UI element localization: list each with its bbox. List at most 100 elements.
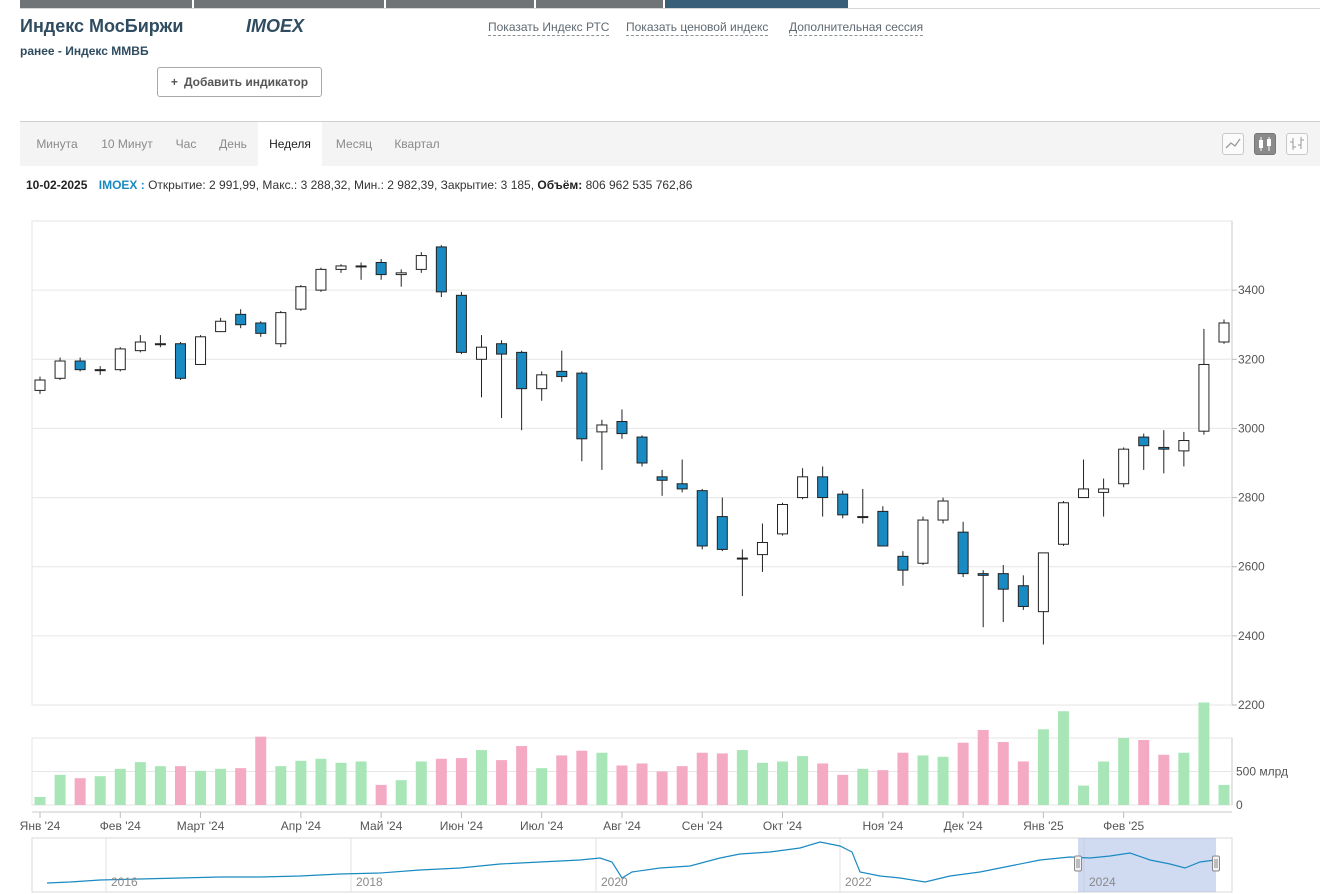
show-rts-index-link[interactable]: Показать Индекс РТС <box>488 20 610 36</box>
candle[interactable] <box>1158 430 1170 474</box>
volume-bar <box>375 784 387 805</box>
top-tab-2[interactable] <box>194 0 384 8</box>
candle[interactable] <box>716 497 728 552</box>
navigator-handle[interactable] <box>1212 855 1220 872</box>
candle[interactable] <box>496 340 508 419</box>
volume-bar <box>455 758 467 805</box>
candle[interactable] <box>74 357 86 372</box>
candle[interactable] <box>616 409 628 439</box>
candle[interactable] <box>114 347 126 372</box>
navigator-handle[interactable] <box>1074 855 1082 872</box>
candle[interactable] <box>556 350 568 382</box>
candle[interactable] <box>576 371 588 462</box>
tab-day[interactable]: День <box>219 137 247 151</box>
plus-icon: + <box>170 75 178 89</box>
candle[interactable] <box>1057 501 1069 546</box>
candle[interactable] <box>837 490 849 519</box>
top-tab-5[interactable] <box>665 0 848 8</box>
volume-bar <box>335 762 347 805</box>
candle[interactable] <box>1118 447 1130 488</box>
volume-bar <box>1118 738 1130 805</box>
top-tab-1[interactable] <box>20 0 192 8</box>
candle[interactable] <box>94 366 106 375</box>
candle[interactable] <box>656 469 668 496</box>
candle[interactable] <box>1017 575 1029 610</box>
candle[interactable] <box>857 488 869 524</box>
candle[interactable] <box>154 335 166 348</box>
candle[interactable] <box>997 564 1009 623</box>
candle[interactable] <box>877 506 889 547</box>
tab-month[interactable]: Месяц <box>335 137 373 151</box>
candle[interactable] <box>1078 459 1090 499</box>
candle[interactable] <box>696 488 708 550</box>
candle[interactable] <box>937 497 949 524</box>
candle[interactable] <box>54 357 66 381</box>
candle[interactable] <box>817 466 829 517</box>
candle[interactable] <box>1138 433 1150 470</box>
tab-minute[interactable]: Минута <box>36 137 78 151</box>
candle[interactable] <box>335 264 347 273</box>
navigator-year-label: 2016 <box>111 875 138 889</box>
candle[interactable] <box>315 267 327 292</box>
ohlc-bars-icon[interactable] <box>1286 133 1308 155</box>
candle-body <box>977 573 989 576</box>
time-tick-label: Июл '24 <box>520 819 564 833</box>
candle[interactable] <box>1037 552 1049 645</box>
candle[interactable] <box>1178 431 1190 467</box>
volume-bar <box>1198 702 1210 805</box>
candle[interactable] <box>215 317 227 333</box>
candle-body <box>1138 436 1150 447</box>
candle[interactable] <box>34 376 46 394</box>
candle-body <box>716 516 728 550</box>
candle[interactable] <box>395 269 407 287</box>
candle[interactable] <box>736 549 748 597</box>
candle[interactable] <box>435 245 447 298</box>
candle[interactable] <box>415 252 427 273</box>
candle[interactable] <box>1218 319 1230 344</box>
top-tab-4[interactable] <box>536 0 663 8</box>
candle[interactable] <box>455 291 467 355</box>
candle[interactable] <box>275 310 287 348</box>
candle[interactable] <box>475 335 487 398</box>
candle[interactable] <box>235 309 247 329</box>
tab-quarter[interactable]: Квартал <box>394 137 440 151</box>
top-tab-3[interactable] <box>386 0 534 8</box>
candle[interactable] <box>596 419 608 470</box>
candle[interactable] <box>1098 478 1110 517</box>
navigator[interactable]: 2016 2018 2020 2022 2024 <box>31 837 1233 893</box>
candle[interactable] <box>134 335 146 353</box>
candle[interactable] <box>195 335 207 365</box>
candle[interactable] <box>536 371 548 401</box>
candle[interactable] <box>516 350 528 431</box>
add-indicator-button[interactable]: + Добавить индикатор <box>157 67 322 97</box>
candle[interactable] <box>375 259 387 280</box>
candle[interactable] <box>174 342 186 381</box>
candlestick-icon[interactable] <box>1254 133 1276 155</box>
tab-week[interactable]: Неделя <box>258 122 322 166</box>
tab-hour[interactable]: Час <box>175 137 197 151</box>
volume-bar <box>255 736 267 805</box>
candle[interactable] <box>255 321 267 337</box>
line-chart-icon[interactable] <box>1222 133 1244 155</box>
volume-bar <box>977 729 989 805</box>
tab-10-minutes[interactable]: 10 Минут <box>101 137 153 151</box>
candle[interactable] <box>756 523 768 572</box>
candle[interactable] <box>777 502 789 536</box>
candle[interactable] <box>897 551 909 586</box>
candle[interactable] <box>917 516 929 565</box>
candles-layer[interactable] <box>34 245 1230 645</box>
time-tick-label: Янв '24 <box>20 819 61 833</box>
candle[interactable] <box>676 459 688 493</box>
candle[interactable] <box>295 284 307 311</box>
additional-session-link[interactable]: Дополнительная сессия <box>789 20 924 36</box>
candle[interactable] <box>355 262 367 280</box>
candle[interactable] <box>977 570 989 628</box>
candle[interactable] <box>797 468 809 500</box>
volume-bar <box>415 761 427 805</box>
show-price-index-link[interactable]: Показать ценовой индекс <box>626 20 769 36</box>
candle[interactable] <box>957 521 969 578</box>
candle[interactable] <box>636 435 648 467</box>
time-tick-label: Дек '24 <box>944 819 983 833</box>
candle[interactable] <box>1198 328 1210 435</box>
